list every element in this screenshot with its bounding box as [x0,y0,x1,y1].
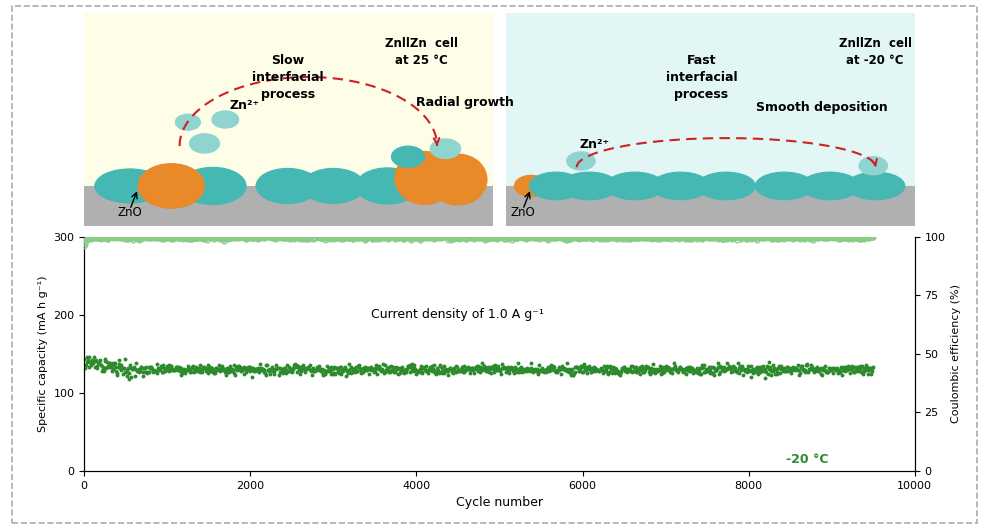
Ellipse shape [395,151,455,205]
X-axis label: Cycle number: Cycle number [456,496,543,509]
Ellipse shape [529,172,583,200]
Text: ZnllZn  cell
at -20 °C: ZnllZn cell at -20 °C [839,37,912,67]
Bar [506,13,915,226]
Ellipse shape [697,172,756,200]
Circle shape [859,157,887,175]
Circle shape [175,114,201,130]
Ellipse shape [560,172,618,200]
Text: ZnllZn  cell
at 25 °C: ZnllZn cell at 25 °C [385,37,458,67]
Text: Zn²⁺: Zn²⁺ [580,139,609,151]
Text: ZnO: ZnO [510,206,535,220]
Ellipse shape [652,172,710,200]
Ellipse shape [138,163,205,208]
Text: ZnO: ZnO [118,206,142,220]
Y-axis label: Specific capacity (mA h g⁻¹): Specific capacity (mA h g⁻¹) [38,276,47,432]
Bar [84,13,493,186]
Circle shape [212,111,238,128]
Ellipse shape [180,167,246,205]
Ellipse shape [356,168,419,204]
Bar [84,13,493,226]
Bar [506,157,915,226]
Text: Smooth deposition: Smooth deposition [756,101,888,114]
Bar [506,13,915,186]
Text: Current density of 1.0 A g⁻¹: Current density of 1.0 A g⁻¹ [372,308,544,322]
Circle shape [514,175,548,197]
Ellipse shape [756,172,814,200]
Ellipse shape [801,172,859,200]
Circle shape [190,134,220,153]
Circle shape [392,146,424,167]
Ellipse shape [606,172,664,200]
Ellipse shape [429,154,487,205]
Text: Slow
interfacial
process: Slow interfacial process [252,54,323,101]
Ellipse shape [95,169,164,203]
Y-axis label: Coulombic efficiency (%): Coulombic efficiency (%) [951,285,961,423]
Ellipse shape [847,172,905,200]
Text: Fast
interfacial
process: Fast interfacial process [666,54,737,101]
Text: -20 °C: -20 °C [785,453,828,466]
Ellipse shape [256,168,319,204]
Bar [84,157,493,226]
Circle shape [430,139,461,158]
Circle shape [567,152,595,170]
Ellipse shape [302,168,365,204]
Text: Zn²⁺: Zn²⁺ [229,98,259,112]
Text: Radial growth: Radial growth [416,96,514,109]
